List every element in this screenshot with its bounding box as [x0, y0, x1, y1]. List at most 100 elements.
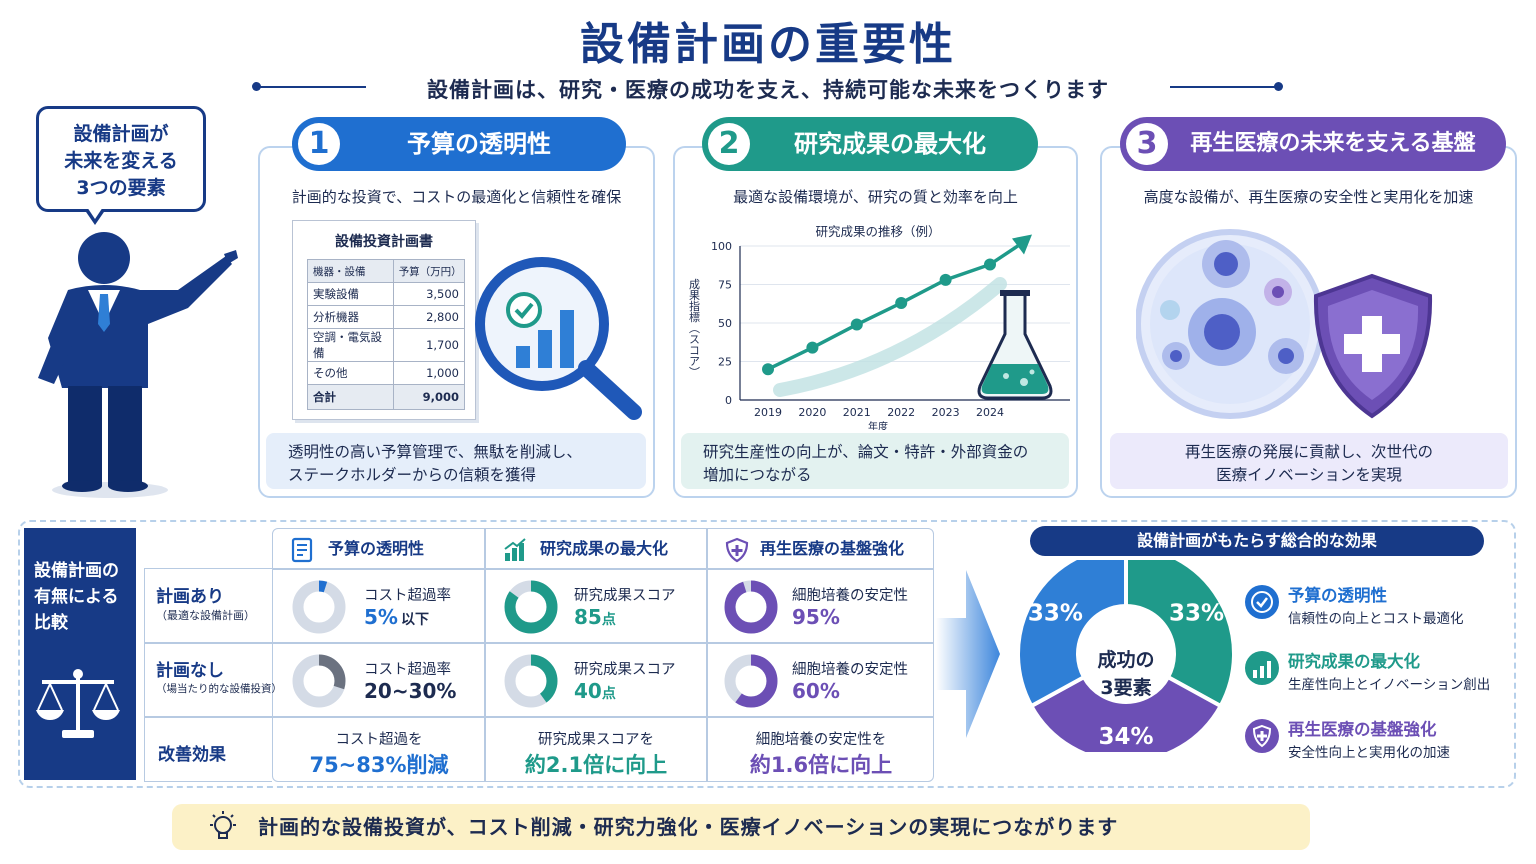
- budget-total-label: 合計: [307, 384, 394, 410]
- x-tick-label: 2019: [754, 406, 782, 419]
- card-3-subtitle: 高度な設備が、再生医療の安全性と実用化を加速: [1143, 188, 1474, 206]
- side-title-line: 設備計画の: [34, 561, 119, 581]
- metric-label: 研究成果スコア: [574, 662, 676, 678]
- comparison-side-panel: 設備計画の 有無による 比較: [24, 528, 136, 780]
- document-icon: [291, 537, 313, 562]
- metric-suffix: 点: [601, 612, 616, 628]
- metric-cell: [722, 578, 780, 640]
- budget-value: 1,700: [392, 328, 466, 362]
- page-subtitle: 設備計画は、研究・医療の成功を支え、持続可能な未来をつくります: [427, 78, 1109, 102]
- trend-arrowhead: [1012, 234, 1032, 255]
- improvement-line2: 75~83%削減: [309, 753, 449, 777]
- row-sublabel: （場当たり的な設備投資）: [156, 683, 282, 695]
- trend-arrow-shadow: [773, 277, 1007, 397]
- col-divider: [484, 528, 486, 782]
- budget-table: 機器・設備 予算（万円） 実験設備 3,500 分析機器 2,800 空調・電気設備 1…: [307, 259, 466, 410]
- legend-sub: 安全性向上と実用化の加速: [1288, 745, 1450, 761]
- doc-title: 設備投資計画書: [335, 234, 433, 250]
- card-1-number: 1: [298, 123, 340, 165]
- metric-text: 細胞培養の安定性 95%: [792, 584, 908, 629]
- budget-plan-document: 設備投資計画書 機器・設備 予算（万円） 実験設備 3,500 分析機器 2,800 …: [292, 220, 476, 420]
- donut-gauge: [724, 580, 778, 634]
- check-icon: [1245, 585, 1279, 619]
- slice-label: 33%: [1169, 600, 1224, 626]
- footer-text: 計画的な設備投資が、コスト削減・研究力強化・医療イノベーションの実現につながりま…: [258, 815, 1119, 839]
- improvement-cell: コスト超過を 75~83%削減: [274, 728, 484, 779]
- improvement-line1: 研究成果スコアを: [538, 732, 654, 748]
- donut-gauge: [292, 654, 346, 708]
- gauge-fill: [292, 654, 346, 708]
- legend-title: 再生医療の基盤強化: [1288, 720, 1437, 739]
- metric-label: 研究成果スコア: [574, 588, 676, 604]
- legend-sub: 生産性向上とイノベーション創出: [1288, 677, 1491, 693]
- gauge-fill: [504, 654, 558, 708]
- improvement-line2: 約2.1倍に向上: [524, 753, 668, 777]
- chart-ylabel: 成果指標（スコア）: [688, 278, 701, 377]
- note-line: 増加につながる: [703, 466, 812, 484]
- card-1-subtitle: 計画的な投資で、コストの最適化と信頼性を確保: [291, 188, 622, 206]
- note-line: ステークホルダーからの信頼を獲得: [288, 466, 537, 484]
- donut-slice: [1124, 560, 1236, 709]
- note-line: 透明性の高い予算管理で、無駄を削減し、: [288, 443, 582, 461]
- shield-icon: [1245, 719, 1279, 753]
- card-3-note: 再生医療の発展に貢献し、次世代の 医療イノベーションを実現: [1110, 433, 1508, 489]
- card-3-title: 再生医療の未来を支える基盤: [1190, 131, 1476, 156]
- col-divider: [706, 528, 708, 782]
- budget-value: 3,500: [392, 282, 466, 306]
- bubble-line: 3つの要素: [76, 177, 166, 199]
- improvement-cell: 細胞培養の安定性を 約1.6倍に向上: [708, 728, 934, 779]
- col-head-budget: 予算の透明性: [290, 530, 424, 568]
- data-point: [895, 296, 908, 309]
- chart-xlabel: 年度: [868, 420, 888, 430]
- row-label: 計画あり: [156, 587, 224, 607]
- header-divider: [272, 568, 934, 570]
- col-head-label: 再生医療の基盤強化: [760, 539, 905, 558]
- subtitle-dot-left: [252, 82, 261, 91]
- metric-label: 細胞培養の安定性: [792, 588, 908, 604]
- metric-value: 20~30%: [364, 679, 457, 703]
- metric-suffix: 以下: [400, 612, 429, 628]
- card-2-note: 研究生産性の向上が、論文・特許・外部資金の 増加につながる: [681, 433, 1069, 489]
- card-2-header: 2 研究成果の最大化: [702, 117, 1038, 171]
- budget-item: 分析機器: [307, 305, 394, 329]
- donut-slice: [1028, 674, 1224, 752]
- subtitle-line-right: [1170, 86, 1280, 88]
- row-label-with-plan: 計画あり （最適な設備計画）: [156, 582, 255, 623]
- chart-title: 研究成果の推移（例）: [815, 224, 940, 239]
- note-line: 再生医療の発展に貢献し、次世代の: [1184, 443, 1433, 461]
- budget-item: 空調・電気設備: [307, 328, 394, 362]
- col-head-label: 研究成果の最大化: [540, 539, 669, 558]
- gauge-fill: [724, 654, 778, 708]
- th-item: 機器・設備: [307, 259, 394, 283]
- bubble-line: 設備計画が: [73, 123, 169, 145]
- y-tick-label: 50: [718, 317, 732, 330]
- x-tick-label: 2021: [843, 406, 871, 419]
- metric-cell: [502, 578, 560, 640]
- research-trend-chart: 研究成果の推移（例） 0 25 50 75 100 2019 2020 2021 2022 20…: [688, 224, 1070, 430]
- footer-banner: 計画的な設備投資が、コスト削減・研究力強化・医療イノベーションの実現につながりま…: [172, 804, 1310, 850]
- x-tick-label: 2024: [976, 406, 1004, 419]
- center-line: 3要素: [1100, 677, 1152, 699]
- bar-chart-icon: [504, 537, 526, 561]
- budget-total-value: 9,000: [392, 384, 466, 410]
- card-2-number: 2: [708, 123, 750, 165]
- x-tick-label: 2022: [887, 406, 915, 419]
- y-tick-label: 100: [711, 240, 732, 253]
- slice-label: 34%: [1098, 724, 1153, 750]
- y-tick-label: 25: [718, 356, 732, 369]
- side-title-line: 有無による: [34, 587, 119, 607]
- donut-gauge: [724, 654, 778, 708]
- bubble-line: 未来を変える: [64, 150, 178, 172]
- effects-header: 設備計画がもたらす総合的な効果: [1030, 526, 1484, 556]
- metric-value: 40: [574, 679, 602, 703]
- y-tick-label: 75: [718, 279, 732, 292]
- donut-gauge: [504, 654, 558, 708]
- x-tick-label: 2020: [798, 406, 826, 419]
- center-line: 成功の: [1097, 649, 1155, 671]
- metric-suffix: 点: [601, 686, 616, 702]
- x-tick-label: 2023: [932, 406, 960, 419]
- th-budget: 予算（万円）: [392, 259, 466, 283]
- card-3-number: 3: [1126, 123, 1168, 165]
- card-2-title: 研究成果の最大化: [794, 130, 986, 158]
- legend-title: 予算の透明性: [1288, 586, 1387, 605]
